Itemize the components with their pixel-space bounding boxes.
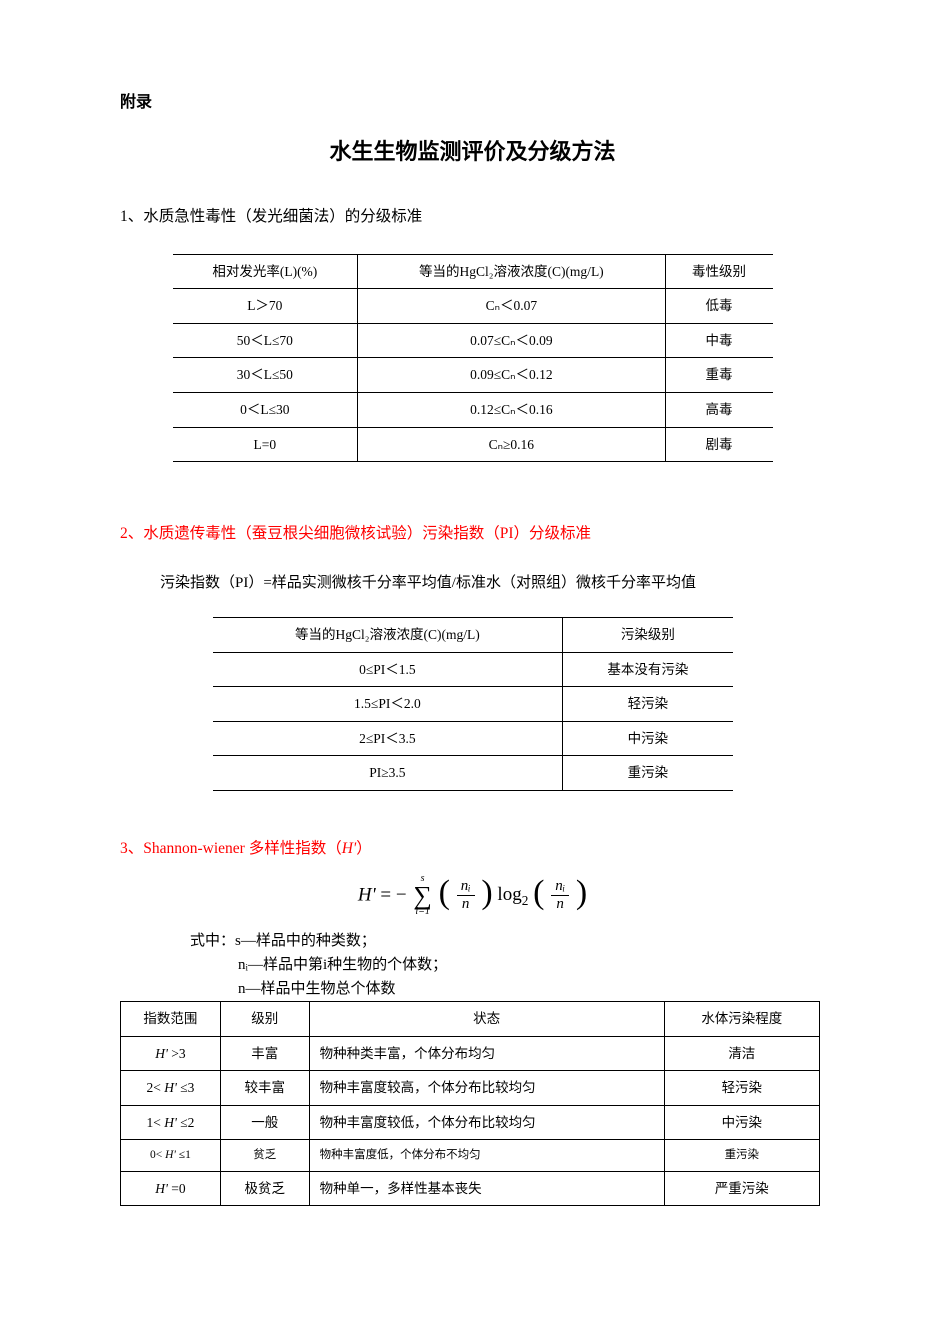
table-row: 50＜L≤70 0.07≤Cₙ＜0.09 中毒 <box>173 323 773 358</box>
pi-formula-note: 污染指数（PI）=样品实测微核千分率平均值/标准水（对照组）微核千分率平均值 <box>160 571 825 595</box>
cell: 2≤PI＜3.5 <box>213 721 563 756</box>
frac-num: nᵢ <box>551 879 569 896</box>
cell: 0≤PI＜1.5 <box>213 652 563 687</box>
cell: 0.12≤Cₙ＜0.16 <box>358 392 665 427</box>
cell: 物种种类丰富，个体分布均匀 <box>309 1036 664 1071</box>
equation-legend: 式中：s—样品中的种类数； nᵢ—样品中第i种生物的个体数； n—样品中生物总个… <box>190 929 825 1001</box>
table-pollution-index: 等当的HgCl₂溶液浓度(C)(mg/L) 污染级别 0≤PI＜1.5 基本没有… <box>213 617 733 791</box>
table-row: PI≥3.5 重污染 <box>213 756 733 791</box>
table-row: 0＜L≤30 0.12≤Cₙ＜0.16 高毒 <box>173 392 773 427</box>
cell: 高毒 <box>665 392 772 427</box>
cell: 物种单一，多样性基本丧失 <box>309 1171 664 1206</box>
main-title: 水生生物监测评价及分级方法 <box>120 134 825 169</box>
frac-num: nᵢ <box>457 879 475 896</box>
cell: 2< H' ≤3 <box>121 1071 221 1106</box>
section3-heading: 3、Shannon-wiener 多样性指数（H'） <box>120 837 825 862</box>
sigma-symbol: ∑ <box>413 884 432 907</box>
cell: Cₙ＜0.07 <box>358 289 665 324</box>
col-header: 状态 <box>309 1002 664 1037</box>
cell: 中毒 <box>665 323 772 358</box>
section3-heading-suffix: ） <box>356 840 372 857</box>
cell: 物种丰富度较高，个体分布比较均匀 <box>309 1071 664 1106</box>
col-header: 相对发光率(L)(%) <box>173 254 358 289</box>
cell: L=0 <box>173 427 358 462</box>
cell: 30＜L≤50 <box>173 358 358 393</box>
table-row: L=0 Cₙ≥0.16 剧毒 <box>173 427 773 462</box>
table-toxicity-grade: 相对发光率(L)(%) 等当的HgCl₂溶液浓度(C)(mg/L) 毒性级别 L… <box>173 254 773 463</box>
cell: 1.5≤PI＜2.0 <box>213 687 563 722</box>
cell: 1< H' ≤2 <box>121 1105 221 1140</box>
cell: 重毒 <box>665 358 772 393</box>
eq-sum: s ∑ i=1 <box>413 874 432 917</box>
cell: H' >3 <box>121 1036 221 1071</box>
table-header-row: 指数范围 级别 状态 水体污染程度 <box>121 1002 820 1037</box>
cell: 一般 <box>220 1105 309 1140</box>
cell: H' =0 <box>121 1171 221 1206</box>
cell: 剧毒 <box>665 427 772 462</box>
cell: 清洁 <box>664 1036 819 1071</box>
col-header: 污染级别 <box>563 617 733 652</box>
col-header: 级别 <box>220 1002 309 1037</box>
cell: 轻污染 <box>563 687 733 722</box>
table-row: 0≤PI＜1.5 基本没有污染 <box>213 652 733 687</box>
cell: 物种丰富度较低，个体分布比较均匀 <box>309 1105 664 1140</box>
table-row: 0< H' ≤1 贫乏 物种丰富度低，个体分布不均匀 重污染 <box>121 1140 820 1171</box>
cell: 中污染 <box>664 1105 819 1140</box>
shannon-equation: H' = − s ∑ i=1 ( nᵢ n ) log2 ( nᵢ n ) <box>120 874 825 917</box>
eq-frac-2: nᵢ n <box>551 879 569 912</box>
h-prime-symbol: H' <box>342 840 357 857</box>
cell: 0.07≤Cₙ＜0.09 <box>358 323 665 358</box>
table-row: H' >3 丰富 物种种类丰富，个体分布均匀 清洁 <box>121 1036 820 1071</box>
col-header: 等当的HgCl₂溶液浓度(C)(mg/L) <box>358 254 665 289</box>
cell: 物种丰富度低，个体分布不均匀 <box>309 1140 664 1171</box>
cell: 轻污染 <box>664 1071 819 1106</box>
col-header: 等当的HgCl₂溶液浓度(C)(mg/L) <box>213 617 563 652</box>
cell: 低毒 <box>665 289 772 324</box>
table-row: H' =0 极贫乏 物种单一，多样性基本丧失 严重污染 <box>121 1171 820 1206</box>
section3-heading-prefix: 3、Shannon-wiener 多样性指数（ <box>120 840 342 857</box>
table-diversity-index: 指数范围 级别 状态 水体污染程度 H' >3 丰富 物种种类丰富，个体分布均匀… <box>120 1001 820 1206</box>
table-row: L＞70 Cₙ＜0.07 低毒 <box>173 289 773 324</box>
eq-equals: = − <box>380 884 406 905</box>
table-row: 1.5≤PI＜2.0 轻污染 <box>213 687 733 722</box>
cell: 较丰富 <box>220 1071 309 1106</box>
eq-log: log2 <box>497 884 533 905</box>
cell: 贫乏 <box>220 1140 309 1171</box>
cell: 极贫乏 <box>220 1171 309 1206</box>
legend-line: n—样品中生物总个体数 <box>238 977 825 1001</box>
legend-line: nᵢ—样品中第i种生物的个体数； <box>238 953 825 977</box>
eq-frac-1: nᵢ n <box>457 879 475 912</box>
section1-heading: 1、水质急性毒性（发光细菌法）的分级标准 <box>120 205 825 230</box>
section2-heading: 2、水质遗传毒性（蚕豆根尖细胞微核试验）污染指数（PI）分级标准 <box>120 522 825 547</box>
table-header-row: 相对发光率(L)(%) 等当的HgCl₂溶液浓度(C)(mg/L) 毒性级别 <box>173 254 773 289</box>
frac-den: n <box>551 896 569 912</box>
cell: 严重污染 <box>664 1171 819 1206</box>
cell: 0.09≤Cₙ＜0.12 <box>358 358 665 393</box>
cell: 0＜L≤30 <box>173 392 358 427</box>
col-header: 水体污染程度 <box>664 1002 819 1037</box>
table-row: 2< H' ≤3 较丰富 物种丰富度较高，个体分布比较均匀 轻污染 <box>121 1071 820 1106</box>
frac-den: n <box>457 896 475 912</box>
cell: 重污染 <box>664 1140 819 1171</box>
col-header: 指数范围 <box>121 1002 221 1037</box>
eq-sum-lower: i=1 <box>413 907 432 917</box>
cell: 丰富 <box>220 1036 309 1071</box>
table-header-row: 等当的HgCl₂溶液浓度(C)(mg/L) 污染级别 <box>213 617 733 652</box>
appendix-label: 附录 <box>120 90 825 116</box>
cell: PI≥3.5 <box>213 756 563 791</box>
legend-line: 式中：s—样品中的种类数； <box>190 929 825 953</box>
cell: 重污染 <box>563 756 733 791</box>
cell: 50＜L≤70 <box>173 323 358 358</box>
cell: Cₙ≥0.16 <box>358 427 665 462</box>
table-row: 2≤PI＜3.5 中污染 <box>213 721 733 756</box>
cell: 基本没有污染 <box>563 652 733 687</box>
cell: 0< H' ≤1 <box>121 1140 221 1171</box>
cell: 中污染 <box>563 721 733 756</box>
eq-lhs: H' <box>358 884 376 905</box>
table-row: 1< H' ≤2 一般 物种丰富度较低，个体分布比较均匀 中污染 <box>121 1105 820 1140</box>
table-row: 30＜L≤50 0.09≤Cₙ＜0.12 重毒 <box>173 358 773 393</box>
cell: L＞70 <box>173 289 358 324</box>
col-header: 毒性级别 <box>665 254 772 289</box>
